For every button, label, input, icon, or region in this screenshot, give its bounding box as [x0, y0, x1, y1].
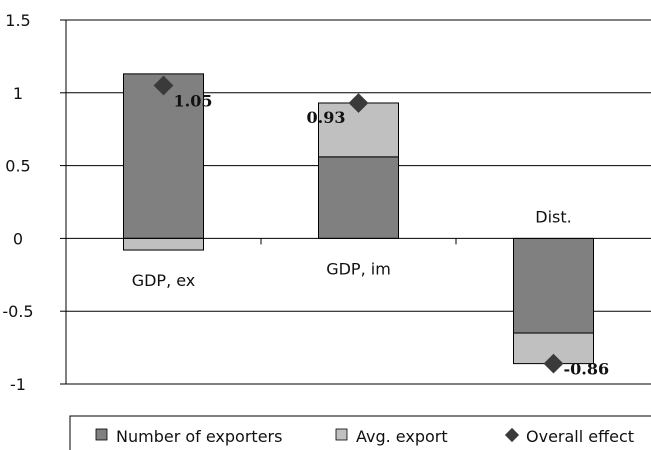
legend-swatch-exporters: [95, 428, 108, 441]
data-labels: 1.05 0.93 -0.86: [174, 92, 610, 379]
data-label-overall-effect: 0.93: [307, 108, 346, 127]
overall-effect-marker: [348, 93, 369, 113]
bars: [123, 73, 594, 365]
legend-frame: [69, 415, 651, 450]
bar-number-of-exporters: [513, 237, 594, 334]
category-label-dist: Dist.: [535, 207, 571, 226]
y-tick-label: 1: [13, 84, 23, 103]
legend-label-overall-effect: Overall effect: [526, 427, 634, 446]
legend-swatch-avg-export: [335, 428, 348, 441]
y-tick-label: 0.5: [5, 157, 30, 176]
category-label-gdp-im: GDP, im: [326, 259, 391, 278]
y-tick-label: 0: [13, 229, 23, 248]
legend-diamond-icon: [504, 427, 520, 443]
legend: Number of exporters Avg. export Overall …: [69, 415, 651, 450]
bar-avg-export: [123, 237, 204, 251]
y-tick-label: -1: [10, 375, 26, 394]
category-labels: GDP, ex GDP, im Dist.: [132, 207, 572, 290]
data-label-overall-effect: -0.86: [564, 360, 610, 379]
legend-label-avg-export: Avg. export: [356, 427, 448, 446]
bar-number-of-exporters: [318, 156, 399, 239]
bar-number-of-exporters: [123, 73, 204, 239]
x-tick-marks: [260, 238, 457, 245]
legend-label-exporters: Number of exporters: [116, 427, 282, 446]
y-ticks: 1.5 1 0.5 0 -0.5 -1: [2, 11, 66, 394]
y-tick-label: -0.5: [2, 302, 33, 321]
category-label-gdp-ex: GDP, ex: [132, 271, 196, 290]
y-tick-label: 1.5: [5, 11, 30, 30]
data-label-overall-effect: 1.05: [174, 92, 213, 111]
